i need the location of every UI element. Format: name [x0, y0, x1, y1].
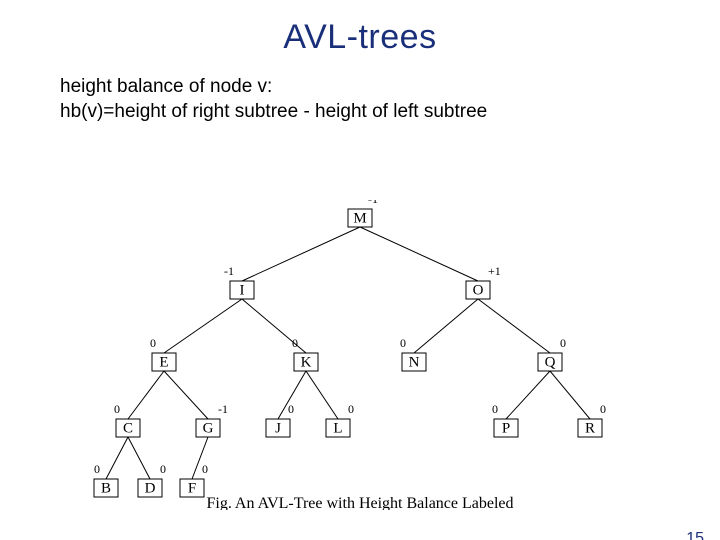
svg-text:K: K — [301, 354, 312, 370]
tree-node-r: R0 — [578, 402, 606, 437]
svg-text:Q: Q — [545, 354, 556, 370]
tree-edge — [506, 371, 550, 419]
figure-caption: Fig. An AVL-Tree with Height Balance Lab… — [206, 495, 513, 510]
avl-tree-diagram: M-1I-1O+1E0K0N0Q0C0G-1J0L0P0R0B0D0F0Fig.… — [92, 200, 628, 510]
tree-edge — [550, 371, 590, 419]
svg-text:0: 0 — [400, 336, 406, 350]
tree-edge — [360, 227, 478, 281]
tree-node-n: N0 — [400, 336, 426, 371]
svg-text:M: M — [353, 210, 366, 226]
tree-edge — [128, 437, 150, 479]
tree-node-k: K0 — [292, 336, 318, 371]
definition-line-2: hb(v)=height of right subtree - height o… — [60, 100, 720, 125]
svg-text:O: O — [473, 282, 484, 298]
svg-text:B: B — [101, 480, 111, 496]
svg-text:0: 0 — [160, 462, 166, 476]
tree-node-c: C0 — [114, 402, 140, 437]
tree-node-j: J0 — [266, 402, 294, 437]
tree-node-q: Q0 — [538, 336, 566, 371]
tree-node-g: G -1 — [196, 402, 228, 437]
tree-node-e: E0 — [150, 336, 176, 371]
svg-text:L: L — [333, 420, 342, 436]
svg-text:0: 0 — [292, 336, 298, 350]
tree-edge — [164, 299, 242, 353]
tree-node-f: F0 — [180, 462, 208, 497]
definition-block: height balance of node v: hb(v)=height o… — [60, 75, 720, 124]
svg-text:P: P — [502, 420, 510, 436]
svg-text:+1: +1 — [488, 264, 501, 278]
tree-edge — [164, 371, 208, 419]
svg-text:0: 0 — [202, 462, 208, 476]
svg-text:0: 0 — [348, 402, 354, 416]
tree-node-b: B0 — [94, 462, 118, 497]
svg-text:R: R — [585, 420, 595, 436]
svg-text:-1: -1 — [224, 264, 234, 278]
svg-text:0: 0 — [492, 402, 498, 416]
svg-text:G: G — [203, 420, 214, 436]
svg-text:E: E — [159, 354, 168, 370]
svg-text:0: 0 — [560, 336, 566, 350]
svg-text:0: 0 — [114, 402, 120, 416]
tree-node-p: P0 — [492, 402, 518, 437]
svg-text:F: F — [188, 480, 196, 496]
svg-text:N: N — [409, 354, 420, 370]
tree-node-m: M-1 — [348, 200, 378, 227]
svg-text:0: 0 — [600, 402, 606, 416]
tree-node-i: I -1 — [224, 264, 254, 299]
svg-text:-1: -1 — [218, 402, 228, 416]
svg-text:C: C — [123, 420, 133, 436]
svg-text:D: D — [145, 480, 156, 496]
svg-text:-1: -1 — [368, 200, 378, 206]
svg-text:0: 0 — [288, 402, 294, 416]
tree-edge — [128, 371, 164, 419]
svg-text:I: I — [240, 282, 245, 298]
svg-text:0: 0 — [150, 336, 156, 350]
tree-edge — [414, 299, 478, 353]
slide-title: AVL-trees — [0, 18, 720, 57]
tree-edge — [242, 227, 360, 281]
page-number: 15 — [686, 530, 704, 540]
tree-edge — [306, 371, 338, 419]
tree-edge — [478, 299, 550, 353]
tree-edge — [106, 437, 128, 479]
tree-node-o: O +1 — [466, 264, 501, 299]
svg-text:0: 0 — [94, 462, 100, 476]
definition-line-1: height balance of node v: — [60, 75, 720, 100]
svg-text:J: J — [275, 420, 281, 436]
tree-node-d: D0 — [138, 462, 166, 497]
